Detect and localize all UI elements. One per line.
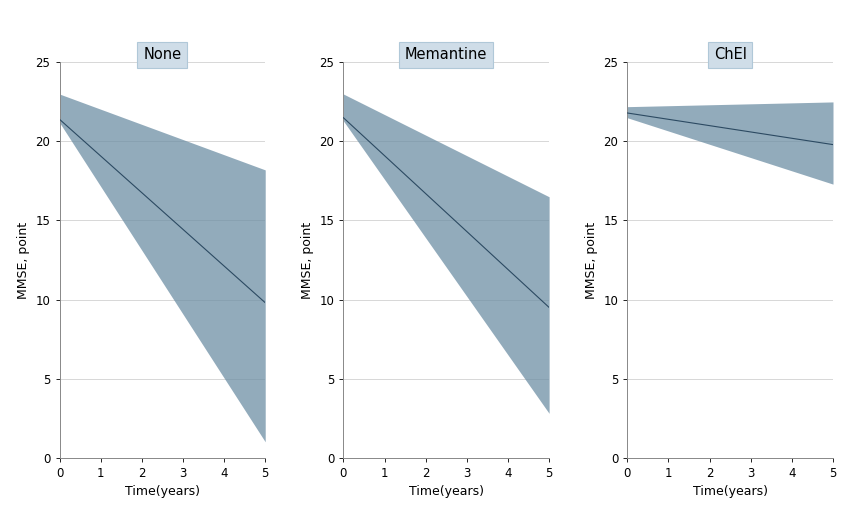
Title: None: None [144,47,181,62]
X-axis label: Time(years): Time(years) [125,485,200,498]
Y-axis label: MMSE, point: MMSE, point [17,222,30,298]
X-axis label: Time(years): Time(years) [409,485,484,498]
Y-axis label: MMSE, point: MMSE, point [585,222,598,298]
Title: Memantine: Memantine [405,47,487,62]
Title: ChEI: ChEI [714,47,746,62]
Y-axis label: MMSE, point: MMSE, point [301,222,314,298]
X-axis label: Time(years): Time(years) [693,485,768,498]
